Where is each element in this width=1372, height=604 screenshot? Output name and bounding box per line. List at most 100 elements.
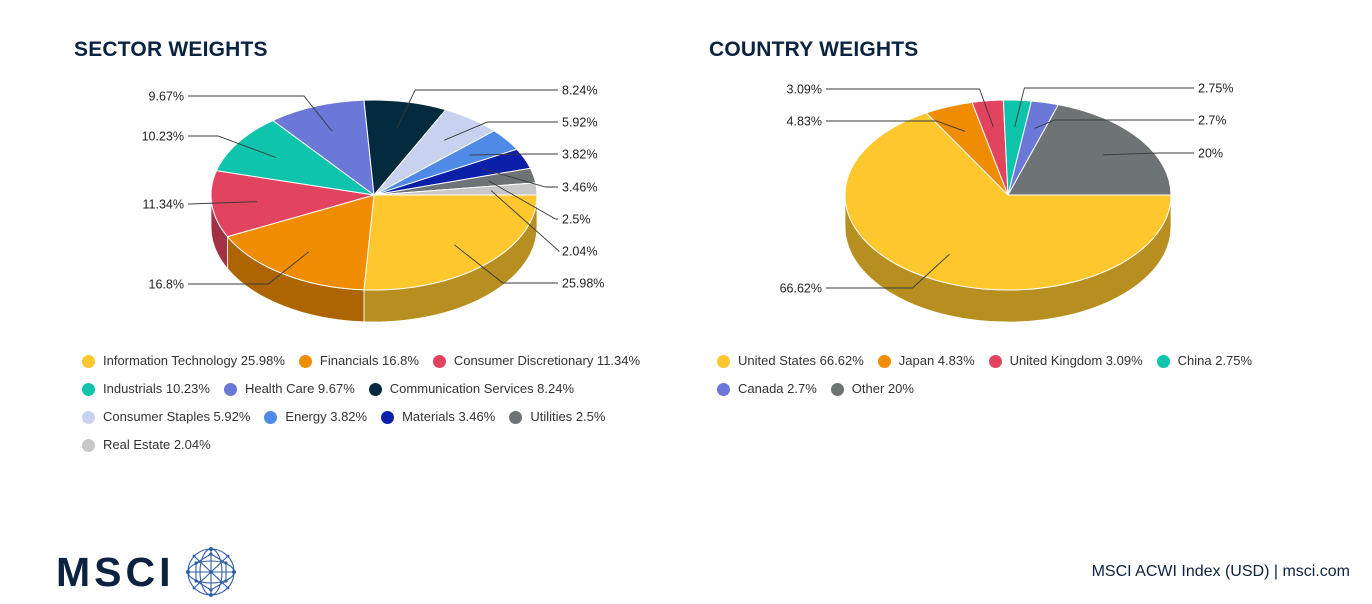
- sector-leader-real-estate: [490, 190, 561, 252]
- sector-legend-item-materials[interactable]: Materials 3.46%: [381, 408, 495, 426]
- msci-logo: MSCI: [56, 546, 237, 598]
- country-legend-item-other[interactable]: Other 20%: [830, 380, 914, 398]
- sector-labels: 25.98% 16.8% 11.34% 10.23% 9.67% 8.24% 5.92% 3.…: [142, 84, 605, 292]
- sector-leader-health-care: [188, 95, 333, 132]
- sector-weights-title: SECTOR WEIGHTS: [74, 38, 268, 61]
- sector-slice-real-estate: [373, 182, 538, 196]
- country-legend-item-japan[interactable]: Japan 4.83%: [877, 352, 975, 370]
- legend-label: United Kingdom 3.09%: [1009, 353, 1143, 368]
- legend-label: Energy 3.82%: [285, 409, 368, 424]
- sector-leader-financials: [188, 251, 310, 285]
- country-label-united-states: 66.62%: [780, 282, 822, 296]
- legend-swatch: [264, 410, 278, 424]
- legend-swatch: [988, 354, 1002, 368]
- sector-label-utilities: 2.5%: [562, 213, 591, 227]
- legend-label: Japan 4.83%: [898, 353, 975, 368]
- sector-leader-energy: [469, 153, 558, 156]
- sector-legend: Information Technology 25.98% Financials …: [82, 352, 672, 454]
- sector-label-materials: 3.46%: [562, 181, 597, 195]
- country-legend-item-canada[interactable]: Canada 2.7%: [717, 380, 817, 398]
- sector-pie-top: [210, 99, 538, 291]
- legend-swatch: [432, 354, 446, 368]
- sector-legend-item-industrials[interactable]: Industrials 10.23%: [82, 380, 210, 398]
- globe-network-icon: [185, 547, 236, 597]
- legend-swatch: [82, 410, 95, 424]
- sector-leader-information-technology: [454, 244, 558, 284]
- sector-legend-item-health-care[interactable]: Health Care 9.67%: [223, 380, 355, 398]
- country-label-canada: 2.7%: [1198, 114, 1227, 128]
- sector-legend-item-communication-services[interactable]: Communication Services 8.24%: [368, 380, 575, 398]
- country-legend-item-united-kingdom[interactable]: United Kingdom 3.09%: [988, 352, 1143, 370]
- legend-label: Canada 2.7%: [738, 381, 817, 396]
- sector-label-real-estate: 2.04%: [562, 245, 597, 259]
- legend-swatch: [717, 382, 730, 396]
- sector-slice-financials: [226, 194, 375, 291]
- legend-swatch: [717, 354, 730, 368]
- legend-label: Materials 3.46%: [402, 409, 496, 424]
- legend-swatch: [82, 382, 95, 396]
- legend-swatch: [877, 354, 891, 368]
- country-label-united-kingdom: 3.09%: [787, 83, 822, 97]
- country-leader-other: [1102, 152, 1194, 156]
- sector-pie-chart: 25.98% 16.8% 11.34% 10.23% 9.67% 8.24% 5.92% 3.…: [142, 84, 605, 323]
- legend-swatch: [830, 382, 844, 396]
- legend-swatch: [509, 410, 523, 424]
- sector-legend-item-consumer-staples[interactable]: Consumer Staples 5.92%: [82, 408, 250, 426]
- sector-label-information-technology: 25.98%: [562, 277, 604, 291]
- legend-swatch: [298, 354, 312, 368]
- sector-leader-materials: [482, 168, 558, 188]
- country-legend-item-united-states[interactable]: United States 66.62%: [717, 352, 864, 370]
- legend-label: China 2.75%: [1177, 353, 1253, 368]
- country-label-japan: 4.83%: [787, 115, 822, 129]
- legend-label: Consumer Discretionary 11.34%: [453, 353, 641, 368]
- sector-legend-item-consumer-discretionary[interactable]: Consumer Discretionary 11.34%: [432, 352, 641, 370]
- legend-label: Industrials 10.23%: [103, 381, 210, 396]
- legend-label: Financials 16.8%: [319, 353, 419, 368]
- legend-swatch: [1156, 354, 1170, 368]
- country-leader-united-kingdom: [826, 88, 994, 128]
- sector-legend-item-financials[interactable]: Financials 16.8%: [298, 352, 419, 370]
- legend-label: Other 20%: [851, 381, 914, 396]
- sector-slice-information-technology: [363, 194, 538, 291]
- legend-label: Information Technology 25.98%: [103, 353, 285, 368]
- country-leader-united-states: [826, 253, 950, 289]
- sector-leader-utilities: [488, 180, 558, 220]
- country-label-china: 2.75%: [1198, 82, 1233, 96]
- sector-label-communication-services: 8.24%: [562, 84, 597, 98]
- sector-label-consumer-staples: 5.92%: [562, 116, 597, 130]
- country-slice-united-states: [844, 112, 1172, 291]
- legend-label: Consumer Staples 5.92%: [103, 409, 251, 424]
- sector-slice-health-care: [272, 99, 375, 196]
- sector-legend-item-real-estate[interactable]: Real Estate 2.04%: [82, 436, 211, 454]
- country-leader-japan: [826, 120, 966, 132]
- sector-slice-consumer-discretionary: [210, 170, 375, 238]
- legend-swatch: [223, 382, 237, 396]
- legend-label: Communication Services 8.24%: [389, 381, 575, 396]
- sector-leader-consumer-discretionary: [188, 201, 258, 205]
- sector-label-industrials: 10.23%: [142, 130, 184, 144]
- sector-pie-sides: [210, 194, 538, 323]
- legend-label: United States 66.62%: [738, 353, 864, 368]
- sector-legend-item-energy[interactable]: Energy 3.82%: [264, 408, 367, 426]
- legend-label: Real Estate 2.04%: [103, 437, 211, 452]
- country-legend-item-china[interactable]: China 2.75%: [1156, 352, 1253, 370]
- sector-legend-item-utilities[interactable]: Utilities 2.5%: [509, 408, 605, 426]
- legend-label: Health Care 9.67%: [244, 381, 355, 396]
- country-pie-chart: 66.62% 4.83% 3.09% 2.75% 2.7% 20%: [780, 82, 1234, 323]
- country-leader-canada: [1034, 119, 1194, 129]
- legend-swatch: [82, 354, 95, 368]
- sector-legend-item-information-technology[interactable]: Information Technology 25.98%: [82, 352, 285, 370]
- country-legend: United States 66.62% Japan 4.83% United Ki…: [717, 352, 1277, 398]
- country-leader-china: [1014, 87, 1194, 127]
- sector-label-financials: 16.8%: [149, 278, 184, 292]
- sector-leader-communication-services: [396, 89, 558, 129]
- country-weights-title: COUNTRY WEIGHTS: [709, 38, 919, 61]
- legend-swatch: [368, 382, 382, 396]
- legend-label: Utilities 2.5%: [530, 409, 606, 424]
- footer-source: MSCI ACWI Index (USD) | msci.com: [1091, 563, 1350, 580]
- sector-label-energy: 3.82%: [562, 148, 597, 162]
- country-labels: 66.62% 4.83% 3.09% 2.75% 2.7% 20%: [780, 82, 1234, 296]
- legend-swatch: [82, 438, 95, 452]
- sector-label-consumer-discretionary: 11.34%: [143, 198, 184, 212]
- sector-leader-industrials: [188, 135, 277, 158]
